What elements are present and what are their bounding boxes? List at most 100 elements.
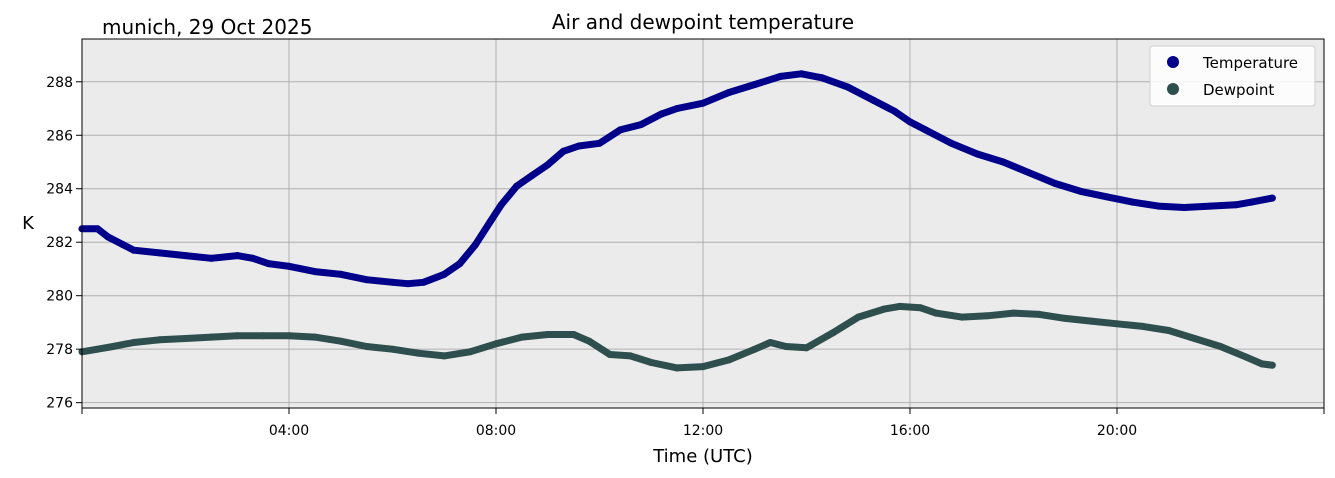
data-point <box>1087 317 1095 325</box>
data-point <box>1139 322 1147 330</box>
data-point <box>119 241 127 249</box>
data-point <box>440 270 448 278</box>
y-tick-label: 288 <box>46 75 73 91</box>
data-point <box>182 252 189 260</box>
data-point <box>1206 202 1214 210</box>
data-point <box>782 343 790 350</box>
x-tick-label: 20:00 <box>1097 423 1137 439</box>
data-point <box>606 351 614 358</box>
data-point <box>1035 310 1043 318</box>
data-point <box>1248 198 1256 206</box>
data-point <box>456 260 464 268</box>
data-point <box>182 335 189 342</box>
data-point <box>518 333 526 341</box>
data-point <box>130 339 138 346</box>
data-point <box>870 97 878 104</box>
data-point <box>627 352 634 360</box>
data-point <box>233 332 241 340</box>
data-point <box>487 217 495 225</box>
data-point <box>818 74 826 82</box>
data-point <box>1180 204 1188 211</box>
data-point <box>637 121 645 129</box>
data-point <box>249 254 257 262</box>
y-tick-label: 280 <box>46 289 73 305</box>
data-point <box>130 246 138 254</box>
data-point <box>1191 335 1199 342</box>
x-axis-ticks: 04:00 08:00 12:00 16:00 20:00 <box>81 408 1325 439</box>
data-point <box>891 107 898 115</box>
chart-location-label: munich, 29 Oct 2025 <box>102 15 312 39</box>
x-tick-label: 04:00 <box>269 423 309 439</box>
data-point <box>751 345 759 353</box>
y-tick-label: 284 <box>46 182 73 198</box>
data-point <box>559 147 567 155</box>
data-point <box>259 332 267 340</box>
data-point <box>647 359 655 366</box>
data-point <box>958 313 966 321</box>
data-point <box>285 332 293 340</box>
data-point <box>311 333 319 341</box>
data-point <box>1129 198 1136 206</box>
data-point <box>828 329 836 337</box>
data-point <box>844 83 852 91</box>
data-point <box>264 260 272 268</box>
data-point <box>363 343 371 350</box>
series-line-dewpoint <box>78 302 1276 372</box>
data-point <box>544 331 552 338</box>
legend: Temperature Dewpoint <box>1149 45 1316 107</box>
data-point <box>947 139 955 147</box>
data-point <box>1061 314 1069 322</box>
data-point <box>1077 187 1085 195</box>
x-tick-label: 12:00 <box>683 423 723 439</box>
data-point <box>616 126 624 134</box>
data-point <box>104 233 112 241</box>
y-tick-label: 286 <box>46 128 73 144</box>
data-point <box>544 161 552 169</box>
data-point <box>471 241 479 249</box>
data-point <box>1242 353 1250 361</box>
data-point <box>984 312 992 320</box>
x-tick-label: 16:00 <box>890 423 930 439</box>
data-point <box>233 252 241 260</box>
data-point <box>596 139 603 147</box>
data-point <box>1217 343 1224 350</box>
data-point <box>1232 201 1240 209</box>
data-point <box>725 356 733 364</box>
data-point <box>156 336 164 344</box>
data-point <box>1103 193 1111 201</box>
data-point <box>513 182 521 190</box>
data-point <box>389 278 396 286</box>
data-point <box>109 343 117 350</box>
y-tick-label: 276 <box>46 396 73 412</box>
data-point <box>363 276 371 284</box>
data-point <box>673 364 681 372</box>
y-tick-label: 282 <box>46 235 73 251</box>
data-point <box>585 337 593 345</box>
data-point <box>1165 327 1173 334</box>
y-axis-ticks: 276 278 280 282 284 286 288 <box>46 75 82 412</box>
x-axis-label: Time (UTC) <box>652 446 753 467</box>
data-point <box>1051 179 1059 187</box>
data-point <box>497 201 505 209</box>
data-point <box>285 262 293 270</box>
data-point <box>1268 361 1276 369</box>
y-axis-label: K <box>22 213 35 234</box>
series-line-temperature <box>78 70 1276 288</box>
data-point <box>854 313 862 321</box>
data-point <box>570 331 578 338</box>
legend-label-dewpoint: Dewpoint <box>1203 81 1274 99</box>
data-point <box>699 99 707 107</box>
data-point <box>337 337 345 345</box>
data-point <box>404 280 412 288</box>
data-point <box>528 171 536 179</box>
data-point <box>420 278 427 286</box>
legend-box <box>1149 45 1316 107</box>
data-point <box>1113 320 1121 328</box>
chart-title: Air and dewpoint temperature <box>552 10 854 34</box>
data-point <box>699 363 707 371</box>
data-point <box>797 70 805 78</box>
data-point <box>999 158 1007 166</box>
data-point <box>94 225 101 233</box>
data-point <box>466 348 474 356</box>
